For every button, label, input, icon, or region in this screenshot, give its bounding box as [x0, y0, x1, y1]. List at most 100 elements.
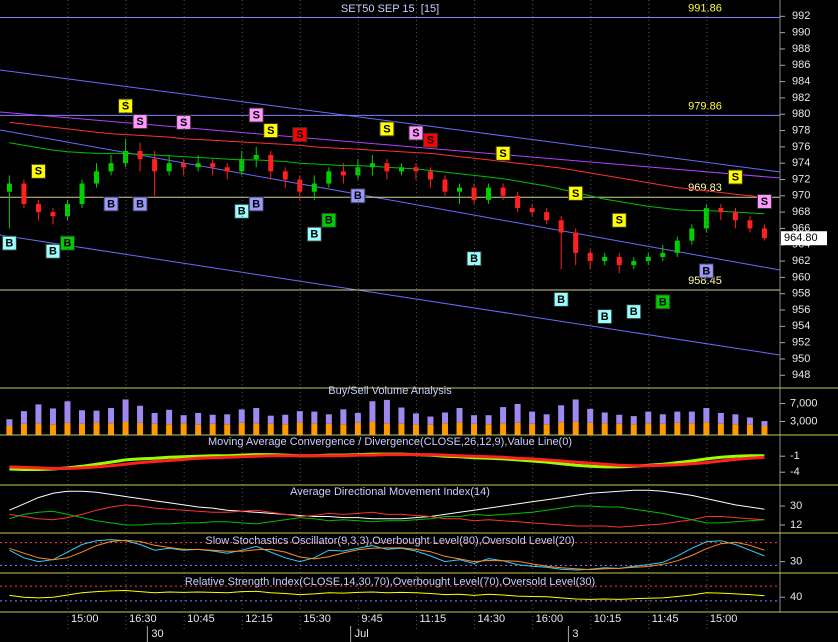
signal-label: B — [49, 246, 57, 258]
volume-bar — [659, 414, 666, 424]
volume-bar — [485, 415, 492, 425]
trend-line — [0, 111, 781, 179]
volume-bar — [238, 409, 245, 423]
candle-body — [515, 195, 521, 209]
signal-label: B — [5, 238, 13, 250]
y-tick-label: -4 — [790, 466, 800, 478]
signal-label: B — [252, 198, 260, 210]
x-tick-label: 11:15 — [419, 613, 446, 625]
signal-label: B — [601, 311, 609, 323]
volume-bar — [340, 424, 347, 435]
candle-body — [558, 220, 564, 233]
signal-box — [306, 226, 322, 242]
volume-bar — [93, 422, 100, 435]
volume-bar — [325, 414, 332, 424]
trend-line — [0, 69, 781, 173]
signal-label: B — [702, 265, 710, 277]
signal-label: B — [107, 198, 115, 210]
level-label: 979.86 — [688, 100, 722, 112]
signal-box — [466, 251, 482, 267]
volume-bar — [383, 423, 390, 435]
candle-body — [152, 159, 158, 172]
candle-body — [761, 228, 767, 239]
indicator-line — [9, 539, 765, 571]
volume-bar — [674, 411, 681, 423]
candle-body — [486, 187, 492, 200]
volume-bar — [645, 423, 652, 435]
date-label: 30 — [151, 628, 163, 640]
y-tick-label: 40 — [790, 591, 802, 603]
signal-label: S — [122, 100, 129, 112]
candle-body — [500, 187, 506, 196]
y-tick-label: 972 — [792, 173, 810, 185]
signal-box — [698, 263, 714, 279]
y-tick-label: 12 — [790, 519, 802, 531]
volume-bar — [122, 399, 129, 422]
indicator-line — [9, 489, 765, 520]
candle-body — [311, 183, 317, 192]
volume-bar — [20, 423, 27, 435]
panel-title: Average Directional Movement Index(14) — [290, 486, 490, 498]
volume-bar — [296, 411, 303, 423]
signal-box — [655, 294, 671, 310]
y-tick-label: 982 — [792, 92, 810, 104]
volume-bar — [427, 416, 434, 425]
volume-bar — [49, 424, 56, 435]
signal-box — [234, 203, 250, 219]
signal-box — [379, 121, 395, 137]
last-price-box — [781, 231, 827, 246]
volume-bar — [558, 405, 565, 423]
panel-title: Slow Stochastics Oscillator(9,3,3),Overb… — [205, 535, 574, 547]
volume-bar — [137, 422, 144, 435]
volume-bar — [442, 412, 448, 424]
volume-bar — [717, 423, 724, 435]
candle-body — [6, 183, 12, 192]
volume-bar — [122, 421, 129, 435]
volume-bar — [195, 424, 202, 435]
volume-bar — [6, 419, 13, 426]
volume-bar — [166, 424, 173, 435]
signal-box — [553, 291, 569, 307]
volume-bar — [311, 411, 318, 424]
volume-bar — [383, 399, 390, 424]
volume-bar — [166, 409, 173, 425]
indicator-line — [9, 539, 765, 571]
volume-bar — [514, 403, 521, 423]
candle-body — [355, 167, 361, 176]
y-tick-label: 30 — [790, 556, 802, 568]
volume-bar — [543, 424, 550, 435]
volume-bar — [137, 405, 144, 423]
volume-bar — [645, 411, 652, 424]
candle-body — [457, 187, 463, 192]
volume-bar — [456, 422, 463, 435]
candle-body — [326, 171, 332, 184]
volume-bar — [311, 423, 318, 435]
volume-bar — [180, 415, 187, 424]
signal-label: B — [64, 238, 72, 250]
y-tick-label: -1 — [790, 450, 800, 462]
volume-bar — [616, 414, 623, 424]
candle-body — [50, 212, 56, 217]
y-tick-label: 954 — [792, 320, 810, 332]
volume-bar — [442, 423, 448, 435]
candle-body — [210, 163, 216, 168]
volume-bar — [79, 423, 85, 435]
signal-box — [626, 304, 642, 320]
candle-body — [544, 212, 550, 221]
volume-bar — [35, 423, 42, 435]
signal-label: B — [238, 206, 246, 218]
signal-box — [248, 196, 264, 212]
y-tick-label: 980 — [792, 108, 810, 120]
candle-body — [413, 167, 419, 172]
candle-body — [529, 208, 535, 213]
signal-label: B — [659, 296, 667, 308]
x-tick-label: 14:30 — [478, 613, 506, 625]
volume-bar — [427, 424, 434, 435]
candle-body — [674, 240, 680, 253]
volume-bar — [398, 423, 405, 435]
volume-bar — [732, 424, 739, 435]
signal-label: B — [470, 253, 478, 265]
candle-body — [79, 183, 85, 204]
candle-body — [297, 179, 303, 192]
